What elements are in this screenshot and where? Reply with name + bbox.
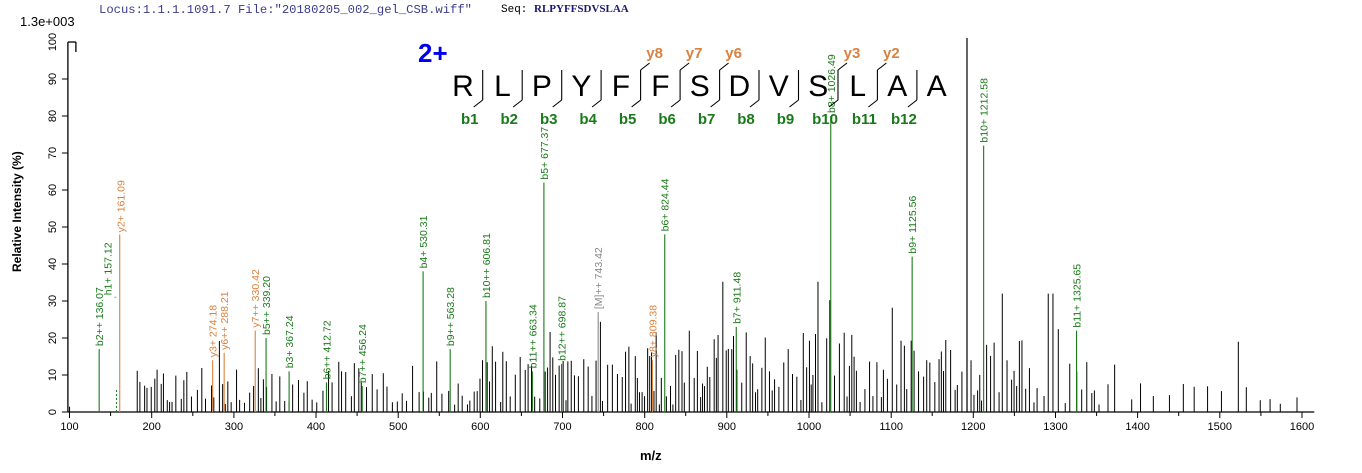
svg-text:b10+ 1212.58: b10+ 1212.58 bbox=[979, 78, 991, 143]
svg-text:1100: 1100 bbox=[879, 421, 903, 433]
svg-text:b3: b3 bbox=[540, 111, 558, 128]
svg-text:b7+ 911.48: b7+ 911.48 bbox=[731, 272, 743, 324]
svg-text:F: F bbox=[651, 70, 669, 103]
svg-text:b4: b4 bbox=[579, 111, 597, 128]
svg-text:b5+ 677.37: b5+ 677.37 bbox=[539, 127, 551, 180]
svg-text:y2+ 161.09: y2+ 161.09 bbox=[116, 180, 128, 232]
svg-text:0: 0 bbox=[47, 409, 59, 415]
svg-text:900: 900 bbox=[718, 421, 736, 433]
svg-text:[M]++ 743.42: [M]++ 743.42 bbox=[593, 247, 605, 309]
svg-text:b9+ 1125.56: b9+ 1125.56 bbox=[907, 196, 919, 254]
svg-text:b9: b9 bbox=[777, 111, 795, 128]
svg-text:b11: b11 bbox=[852, 111, 877, 128]
svg-text:b5++ 339.20: b5++ 339.20 bbox=[261, 276, 273, 335]
svg-text:1300: 1300 bbox=[1043, 421, 1067, 433]
svg-text:V: V bbox=[769, 70, 789, 103]
svg-text:F: F bbox=[612, 70, 630, 103]
svg-text:100: 100 bbox=[60, 421, 78, 433]
svg-text:Y: Y bbox=[571, 70, 591, 103]
svg-text:b12: b12 bbox=[891, 111, 917, 128]
svg-text:b11+ 1325.65: b11+ 1325.65 bbox=[1072, 264, 1084, 328]
svg-text:R: R bbox=[452, 70, 474, 103]
svg-text:b6+ 824.44: b6+ 824.44 bbox=[660, 178, 672, 231]
svg-text:b12++ 698.87: b12++ 698.87 bbox=[557, 296, 569, 361]
svg-text:b6: b6 bbox=[658, 111, 676, 128]
svg-text:h1+ 157.12: h1+ 157.12 bbox=[102, 242, 114, 295]
svg-text:80: 80 bbox=[47, 110, 59, 122]
svg-text:S: S bbox=[690, 70, 710, 103]
svg-text:b2: b2 bbox=[500, 111, 518, 128]
svg-text:b4+ 530.31: b4+ 530.31 bbox=[418, 215, 430, 268]
svg-text:600: 600 bbox=[471, 421, 489, 433]
svg-text:y6: y6 bbox=[725, 45, 742, 62]
svg-text:2+: 2+ bbox=[418, 38, 448, 68]
svg-text:y2: y2 bbox=[883, 45, 900, 62]
svg-text:1400: 1400 bbox=[1125, 421, 1149, 433]
svg-text:100: 100 bbox=[47, 33, 59, 51]
svg-text:b9++ 563.28: b9++ 563.28 bbox=[445, 287, 457, 346]
svg-text:b10++ 606.81: b10++ 606.81 bbox=[481, 233, 493, 298]
svg-text:y7: y7 bbox=[686, 45, 703, 62]
svg-text:60: 60 bbox=[47, 184, 59, 196]
svg-text:1200: 1200 bbox=[961, 421, 985, 433]
svg-text:b8: b8 bbox=[737, 111, 755, 128]
svg-text:b1: b1 bbox=[461, 111, 479, 128]
svg-text:400: 400 bbox=[307, 421, 325, 433]
svg-text:y8: y8 bbox=[646, 45, 663, 62]
svg-text:b7++ 456.24: b7++ 456.24 bbox=[357, 324, 369, 383]
svg-text:50: 50 bbox=[47, 221, 59, 233]
svg-text:300: 300 bbox=[225, 421, 243, 433]
svg-text:y8+ 809.38: y8+ 809.38 bbox=[647, 305, 659, 357]
svg-text:200: 200 bbox=[143, 421, 161, 433]
svg-text:b3+ 367.24: b3+ 367.24 bbox=[284, 315, 296, 368]
svg-text:b7: b7 bbox=[698, 111, 716, 128]
svg-text:10: 10 bbox=[47, 369, 59, 381]
svg-text:L: L bbox=[494, 70, 511, 103]
svg-text:500: 500 bbox=[389, 421, 407, 433]
svg-text:b5: b5 bbox=[619, 111, 637, 128]
svg-text:40: 40 bbox=[47, 258, 59, 270]
svg-text:800: 800 bbox=[636, 421, 654, 433]
svg-text:S: S bbox=[808, 70, 828, 103]
svg-text:y3+ 274.18: y3+ 274.18 bbox=[208, 305, 220, 357]
svg-text:30: 30 bbox=[47, 295, 59, 307]
svg-text:y6++ 288.21: y6++ 288.21 bbox=[219, 291, 231, 350]
svg-text:A: A bbox=[887, 70, 907, 103]
svg-text:y3: y3 bbox=[844, 45, 861, 62]
svg-text:A: A bbox=[927, 70, 947, 103]
svg-text:b6++ 412.72: b6++ 412.72 bbox=[321, 320, 333, 379]
svg-text:90: 90 bbox=[47, 73, 59, 85]
svg-text:L: L bbox=[849, 70, 866, 103]
svg-text:b11++ 663.34: b11++ 663.34 bbox=[527, 304, 539, 368]
svg-text:1000: 1000 bbox=[797, 421, 821, 433]
svg-text:1500: 1500 bbox=[1208, 421, 1232, 433]
svg-text:P: P bbox=[532, 70, 552, 103]
svg-text:20: 20 bbox=[47, 332, 59, 344]
svg-text:D: D bbox=[728, 70, 750, 103]
svg-text:70: 70 bbox=[47, 147, 59, 159]
svg-text:700: 700 bbox=[553, 421, 571, 433]
svg-text:1600: 1600 bbox=[1290, 421, 1314, 433]
svg-text:b10: b10 bbox=[812, 111, 838, 128]
